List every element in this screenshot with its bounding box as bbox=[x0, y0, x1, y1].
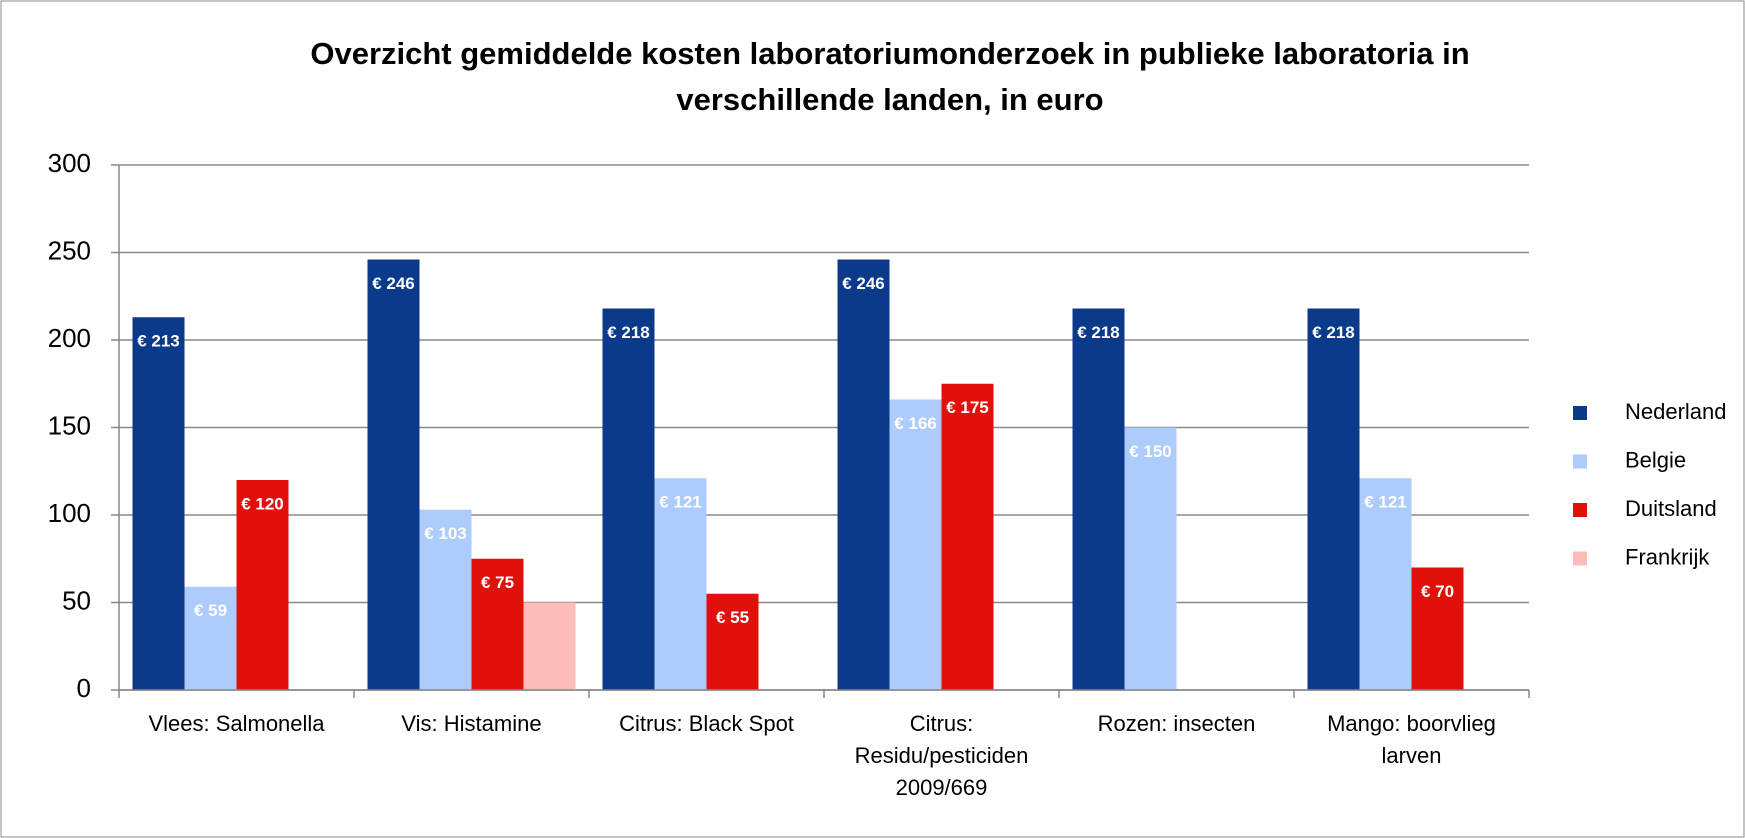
bar bbox=[889, 399, 942, 690]
y-tick-label: 250 bbox=[48, 235, 91, 265]
bar bbox=[471, 558, 524, 690]
data-label: € 75 bbox=[481, 573, 514, 592]
data-label: € 121 bbox=[659, 493, 702, 512]
bar bbox=[941, 383, 994, 690]
legend-swatch bbox=[1573, 406, 1587, 420]
data-label: € 103 bbox=[424, 524, 467, 543]
x-tick-label: Vis: Histamine bbox=[401, 711, 541, 736]
y-tick-label: 300 bbox=[48, 148, 91, 178]
bar bbox=[132, 317, 185, 690]
legend-swatch bbox=[1573, 551, 1587, 566]
legend-swatch bbox=[1573, 503, 1587, 517]
y-tick-label: 200 bbox=[48, 323, 91, 353]
bar bbox=[706, 593, 759, 690]
legend-swatch bbox=[1573, 454, 1587, 469]
bar bbox=[184, 586, 237, 690]
bar bbox=[367, 259, 420, 690]
data-label: € 70 bbox=[1421, 582, 1454, 601]
bar bbox=[1411, 567, 1464, 690]
bar bbox=[1307, 308, 1360, 690]
data-label: € 246 bbox=[842, 274, 885, 293]
chart-title: Overzicht gemiddelde kosten laboratorium… bbox=[310, 36, 1469, 117]
x-tick-label: Citrus: Residu/pesticiden 2009/669 bbox=[855, 711, 1029, 800]
legend-label: Frankrijk bbox=[1625, 544, 1710, 569]
data-label: € 150 bbox=[1129, 442, 1172, 461]
data-label: € 175 bbox=[946, 398, 989, 417]
legend-label: Nederland bbox=[1625, 399, 1727, 424]
bar bbox=[837, 259, 890, 690]
y-tick-label: 100 bbox=[48, 498, 91, 528]
bar bbox=[1124, 427, 1177, 690]
data-label: € 218 bbox=[1312, 323, 1355, 342]
y-tick-label: 50 bbox=[62, 585, 91, 615]
bar bbox=[1359, 478, 1412, 690]
legend-label: Belgie bbox=[1625, 447, 1686, 472]
data-label: € 59 bbox=[194, 601, 227, 620]
data-label: € 55 bbox=[716, 608, 749, 627]
data-label: € 121 bbox=[1364, 493, 1407, 512]
legend-label: Duitsland bbox=[1625, 496, 1717, 521]
bar bbox=[1072, 308, 1125, 690]
y-tick-label: 0 bbox=[77, 673, 91, 703]
x-tick-label: Rozen: insecten bbox=[1098, 711, 1256, 736]
x-tick-label: Mango: boorvlieg larven bbox=[1327, 711, 1496, 768]
bar bbox=[419, 509, 472, 690]
bar bbox=[523, 602, 576, 690]
x-tick-label: Vlees: Salmonella bbox=[148, 711, 325, 736]
data-label: € 166 bbox=[894, 414, 937, 433]
bar bbox=[236, 480, 289, 690]
y-tick-label: 150 bbox=[48, 410, 91, 440]
bar bbox=[654, 478, 707, 690]
data-label: € 246 bbox=[372, 274, 415, 293]
x-tick-label: Citrus: Black Spot bbox=[619, 711, 794, 736]
bar bbox=[602, 308, 655, 690]
data-label: € 218 bbox=[607, 323, 650, 342]
data-label: € 213 bbox=[137, 332, 180, 351]
data-label: € 218 bbox=[1077, 323, 1120, 342]
data-label: € 120 bbox=[241, 494, 284, 513]
